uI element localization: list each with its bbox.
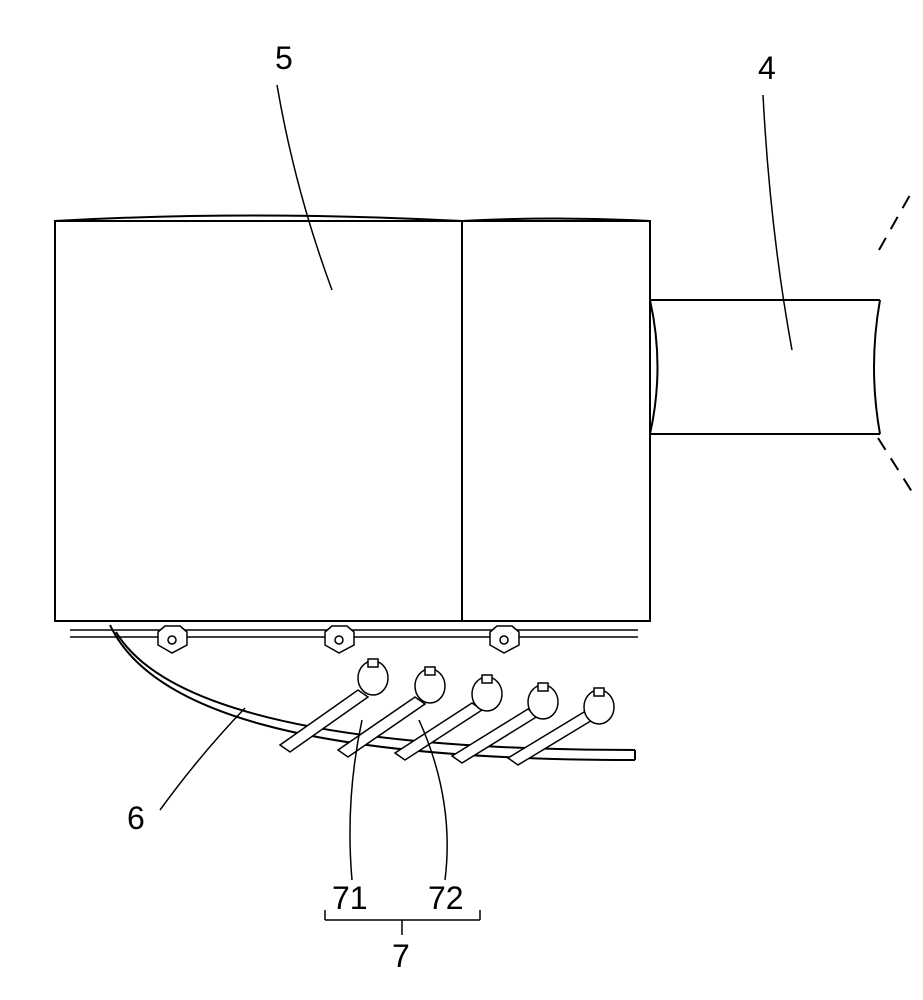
technical-diagram (0, 0, 923, 1000)
label-5: 5 (275, 40, 293, 77)
label-71: 71 (332, 880, 368, 917)
hinge-mount-3 (490, 626, 519, 653)
hinge-mount-1 (158, 626, 187, 653)
lead-line-4 (763, 95, 792, 350)
break-lines (878, 195, 914, 495)
hinge-mount-2 (325, 626, 354, 653)
disc-4 (528, 683, 558, 719)
label-7: 7 (392, 938, 410, 975)
label-72: 72 (428, 880, 464, 917)
lead-line-6 (160, 708, 245, 810)
label-4: 4 (758, 50, 776, 87)
lead-lines (160, 85, 792, 880)
disc-1 (358, 659, 388, 695)
lead-line-5 (277, 85, 332, 290)
main-box-part-5 (55, 216, 650, 622)
disc-3 (472, 675, 502, 711)
label-6: 6 (127, 800, 145, 837)
disc-2 (415, 667, 445, 703)
cylinder-part-4 (650, 300, 880, 434)
disc-5 (584, 688, 614, 724)
